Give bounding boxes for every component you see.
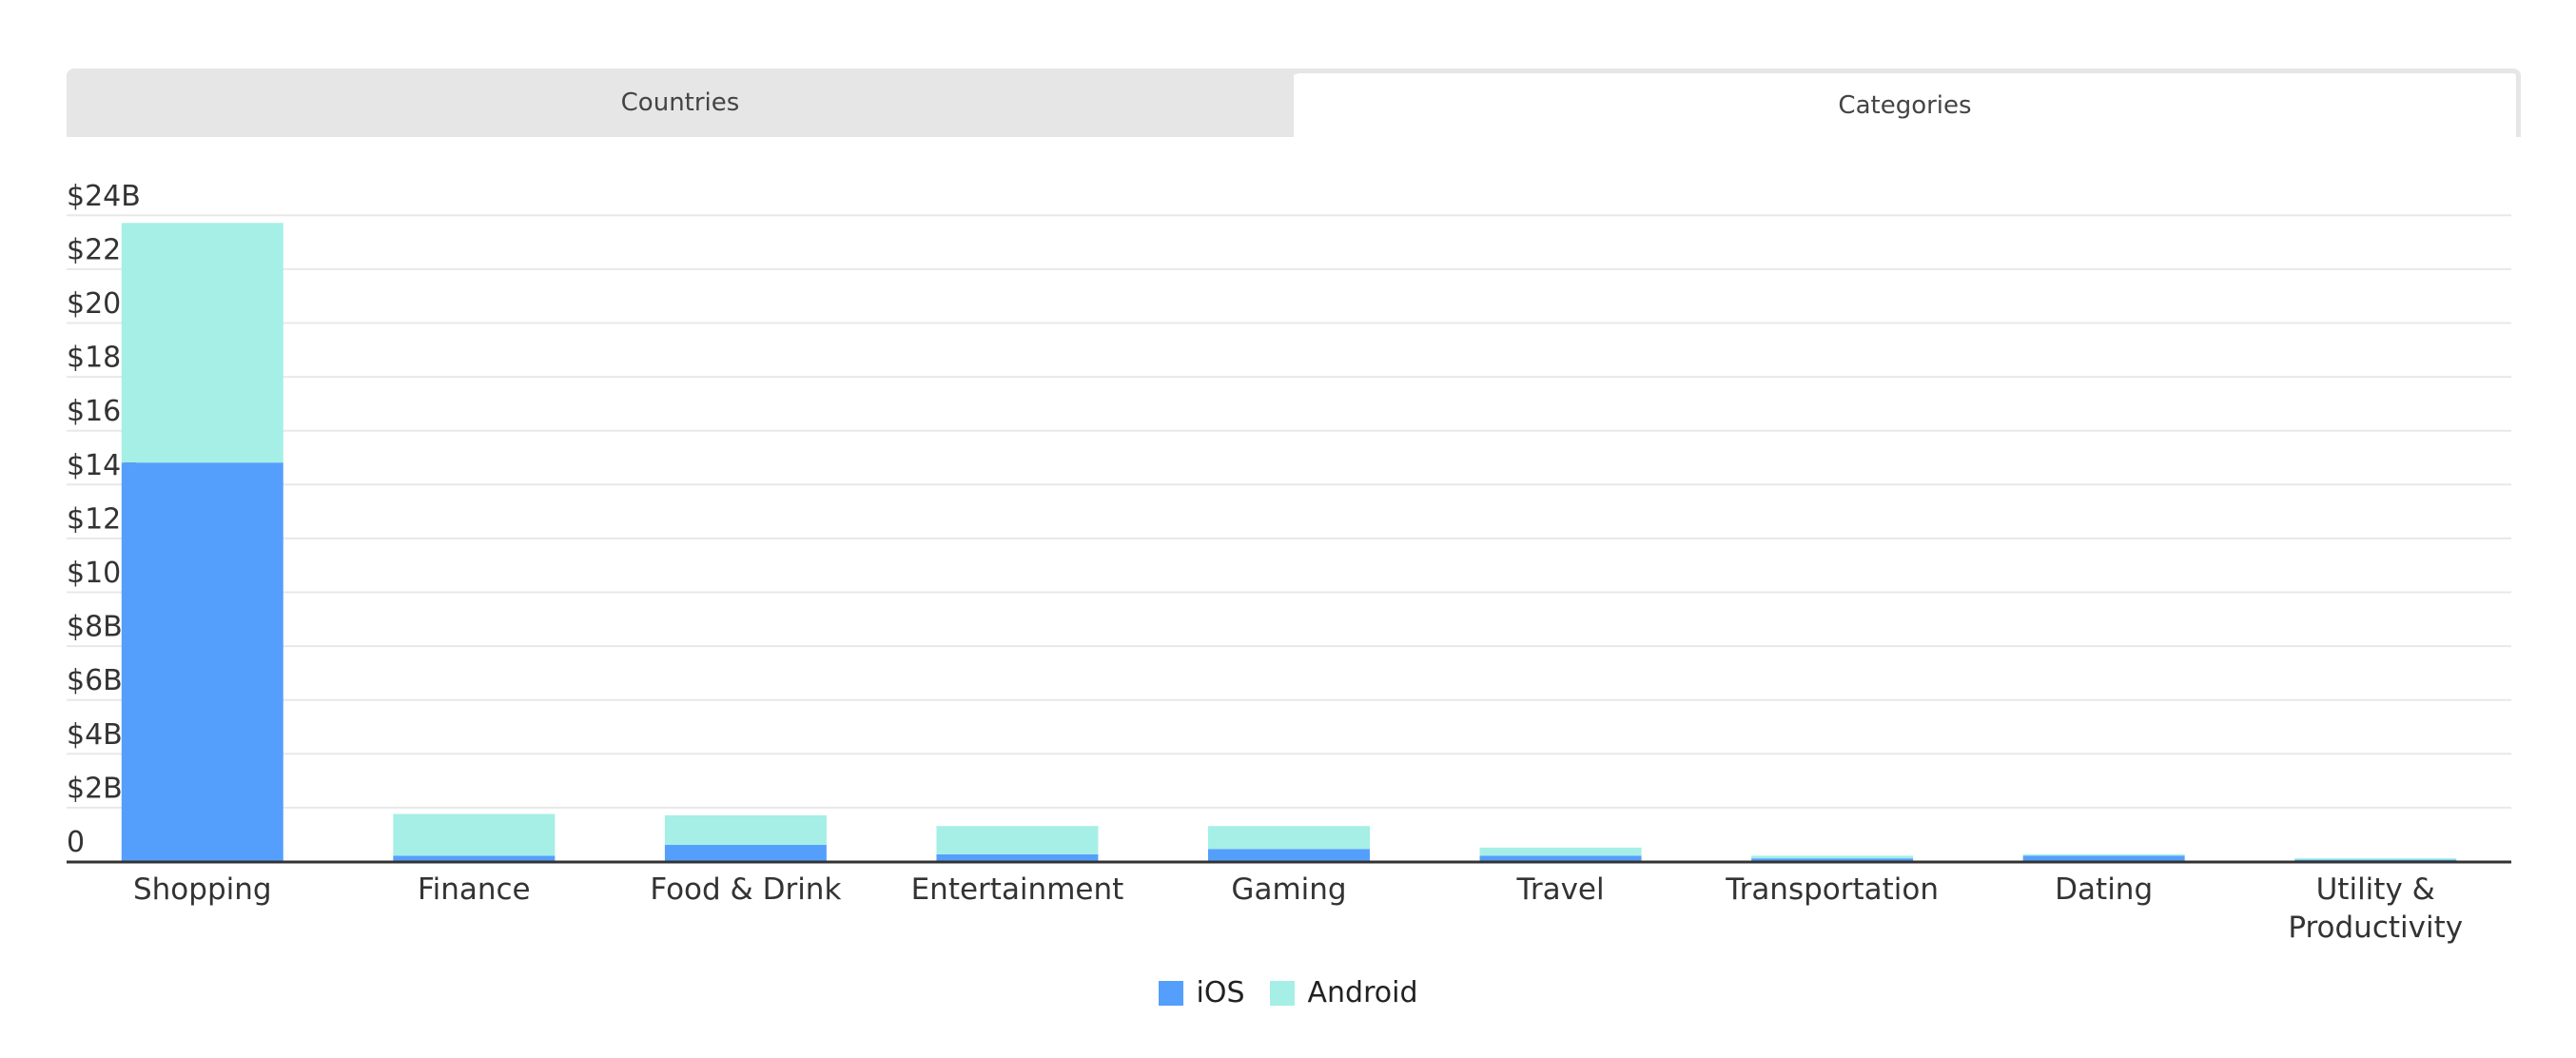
bar-ios — [2294, 859, 2457, 861]
bar-ios — [2022, 855, 2185, 861]
stacked-bar-chart: 0$2B$4B$6B$8B$10B$12B$14B$16B$18B$20B$22… — [67, 180, 2511, 945]
bar-android — [1208, 826, 1370, 850]
bar-android — [121, 223, 283, 463]
bar-ios — [121, 462, 283, 861]
x-tick-label: Dating — [2055, 872, 2153, 907]
legend-swatch-android — [1269, 980, 1295, 1006]
x-tick-label: Food & Drink — [650, 872, 841, 907]
bar-android — [1479, 847, 1642, 856]
x-tick-label: Finance — [418, 872, 531, 907]
bar-android — [393, 813, 556, 856]
legend-label-android: Android — [1307, 976, 1418, 1009]
bar-ios — [664, 845, 827, 861]
tab-countries[interactable]: Countries — [67, 69, 1294, 137]
x-tick-label: Utility & — [2316, 872, 2435, 907]
chart-legend: iOS Android — [0, 976, 2576, 1009]
bar-android — [936, 826, 1099, 854]
x-tick-label: Shopping — [133, 872, 272, 907]
bar-android — [2294, 858, 2457, 860]
x-tick-label: Entertainment — [911, 872, 1124, 907]
bar-android — [2022, 853, 2185, 856]
y-tick-label: 0 — [67, 826, 85, 859]
tab-categories[interactable]: Categories — [1294, 69, 2521, 137]
bar-android — [1751, 855, 1914, 859]
x-tick-label: Gaming — [1231, 872, 1346, 907]
legend-label-ios: iOS — [1196, 976, 1245, 1009]
bar-ios — [936, 853, 1099, 861]
y-tick-label: $6B — [67, 664, 123, 697]
bar-ios — [1751, 858, 1914, 861]
y-tick-label: $8B — [67, 611, 123, 644]
x-tick-label: Transportation — [1725, 872, 1939, 907]
legend-item-ios[interactable]: iOS — [1158, 976, 1245, 1009]
y-tick-label: $2B — [67, 772, 123, 805]
bar-ios — [1479, 855, 1642, 861]
y-tick-label: $24B — [67, 180, 141, 213]
legend-item-android[interactable]: Android — [1269, 976, 1418, 1009]
bar-ios — [393, 855, 556, 861]
x-tick-label: Travel — [1515, 872, 1604, 907]
legend-swatch-ios — [1158, 980, 1183, 1006]
y-tick-label: $4B — [67, 718, 123, 752]
x-tick-label: Productivity — [2288, 911, 2463, 945]
bar-ios — [1208, 849, 1370, 861]
bar-android — [664, 814, 827, 846]
tab-bar: Countries Categories — [67, 69, 2521, 137]
